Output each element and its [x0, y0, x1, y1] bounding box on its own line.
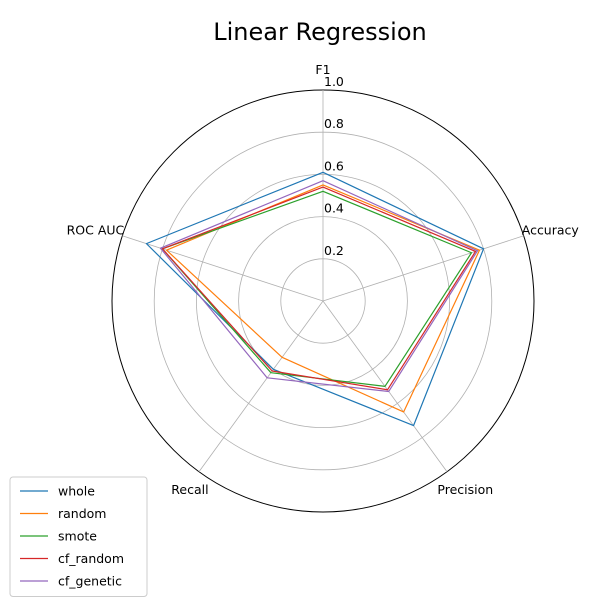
radar-series	[145, 171, 485, 427]
legend-label: cf_random	[58, 551, 124, 566]
series-line-whole	[145, 171, 485, 427]
radar-grid	[111, 89, 535, 513]
axis-label: ROC AUC	[67, 222, 125, 237]
axis-label: Accuracy	[522, 222, 580, 237]
radial-tick-label: 0.6	[324, 158, 344, 173]
radar-spoke	[198, 300, 324, 472]
radial-tick-label: 0.4	[324, 201, 344, 216]
legend-label: whole	[58, 484, 95, 499]
radial-tick-label: 1.0	[324, 74, 344, 89]
axis-label: F1	[315, 62, 330, 77]
series-line-cf-random	[161, 186, 477, 391]
axis-label: Precision	[437, 482, 493, 497]
chart-title: Linear Regression	[213, 18, 427, 46]
radar-labels: 0.2 0.4 0.6 0.8 1.0F1 Accuracy Precision Recall…	[67, 62, 580, 497]
legend: whole random smote cf_random cf_genetic	[9, 476, 148, 597]
radar-spoke	[122, 235, 324, 302]
legend-label: cf_genetic	[58, 574, 122, 589]
radial-tick-label: 0.8	[324, 116, 344, 131]
radar-spoke	[322, 235, 524, 302]
radial-tick-label: 0.2	[324, 243, 344, 258]
legend-box	[9, 476, 148, 597]
series-line-cf-genetic	[159, 180, 479, 393]
legend-label: random	[58, 506, 106, 521]
legend-label: smote	[58, 529, 97, 544]
axis-label: Recall	[171, 482, 208, 497]
